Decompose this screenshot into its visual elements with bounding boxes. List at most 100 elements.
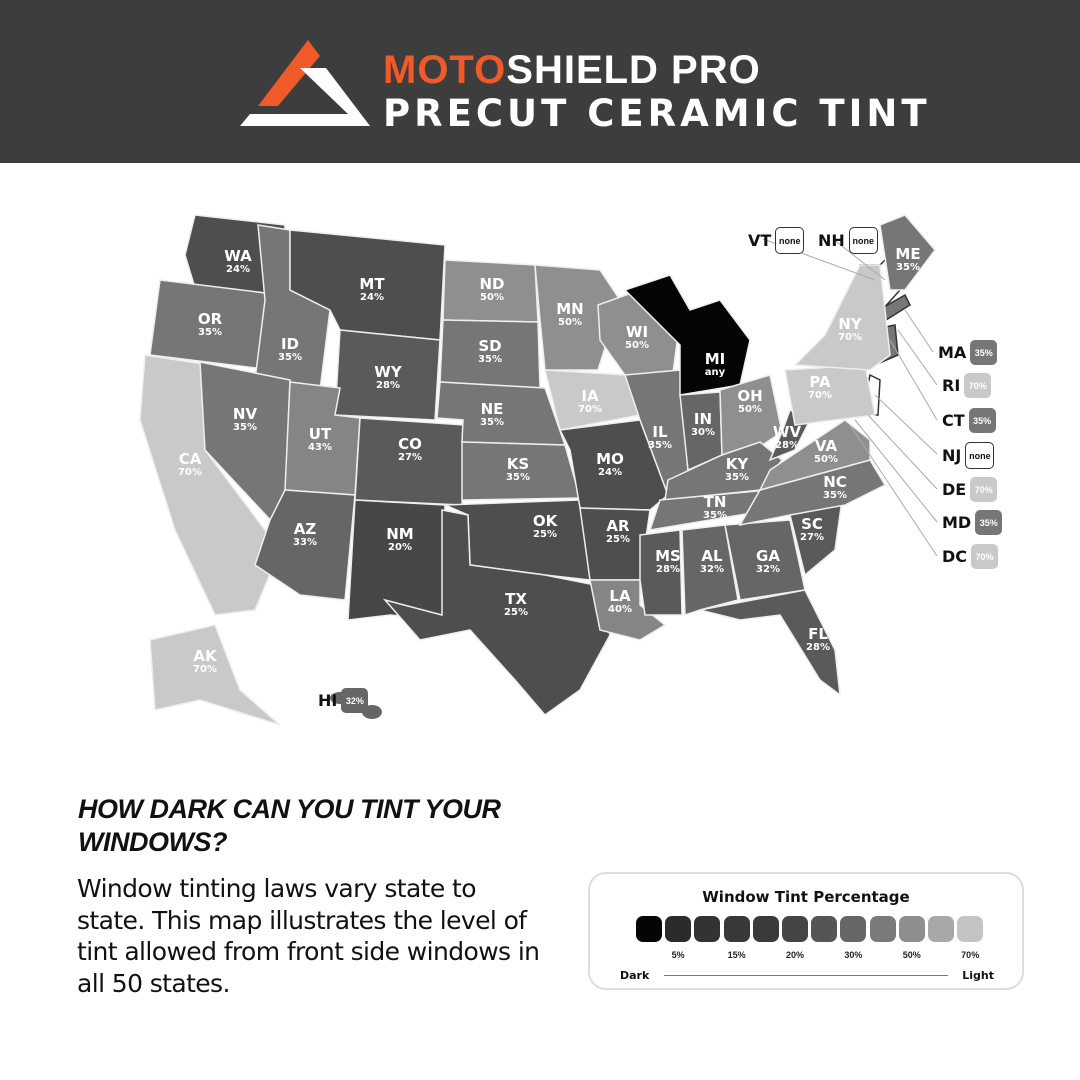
state-abbr: NM — [386, 524, 414, 543]
state-value: 32% — [756, 563, 780, 575]
state-value: 24% — [598, 466, 622, 478]
info-heading: HOW DARK CAN YOU TINT YOUR WINDOWS? — [78, 794, 501, 857]
state-abbr: NV — [232, 404, 258, 423]
state-label-mn: MN 50% — [556, 301, 583, 328]
legend-swatch — [782, 916, 808, 942]
state-abbr: MS — [655, 546, 681, 565]
state-abbr: OK — [532, 511, 558, 530]
state-value: 25% — [504, 606, 528, 618]
tagline: PRECUT CERAMIC TINT — [383, 92, 931, 135]
state-value: 27% — [398, 451, 422, 463]
state-value: 35% — [823, 489, 847, 501]
state-abbr: ID — [280, 334, 300, 353]
callout-nh: NH none — [818, 227, 878, 254]
callout-hi: HI 32% — [318, 688, 369, 713]
state-abbr: OH — [737, 386, 763, 405]
legend-swatch — [928, 916, 954, 942]
state-value: 20% — [388, 541, 412, 553]
legend-swatch — [636, 916, 662, 942]
state-ak — [149, 624, 281, 726]
state-value: 28% — [376, 379, 400, 391]
state-label-va: VA 50% — [814, 438, 838, 465]
state-value: any — [704, 366, 726, 378]
legend-label: 30% — [844, 950, 863, 960]
legend-title: Window Tint Percentage — [702, 888, 910, 906]
state-abbr: OR — [197, 309, 223, 328]
callout-leader-line — [874, 394, 938, 455]
state-value: 35% — [648, 439, 672, 451]
legend-swatch — [898, 916, 925, 942]
state-label-nv: NV 35% — [232, 404, 258, 433]
state-label-il: IL 35% — [648, 422, 672, 451]
state-label-oh: OH 50% — [737, 386, 763, 415]
callout-value: none — [775, 227, 805, 254]
state-value: 24% — [226, 263, 250, 275]
callout-abbr: CT — [942, 411, 965, 430]
state-label-sc: SC 27% — [800, 516, 824, 543]
state-value: 25% — [533, 528, 557, 540]
state-tx — [382, 509, 611, 717]
state-label-nd: ND 50% — [479, 274, 505, 303]
legend-swatch — [869, 916, 896, 942]
state-abbr: WI — [625, 322, 649, 341]
state-label-ne: NE 35% — [480, 401, 504, 428]
state-abbr: CA — [178, 449, 202, 468]
state-value: 43% — [308, 441, 332, 453]
legend-label: 70% — [961, 950, 980, 960]
callout-ri: RI 70% — [942, 373, 992, 398]
state-al — [681, 524, 739, 617]
state-label-wy: WY 28% — [374, 364, 401, 391]
callout-md: MD 35% — [942, 510, 1003, 535]
state-label-me: ME 35% — [895, 246, 920, 273]
state-value: 35% — [703, 509, 727, 521]
state-value: 70% — [178, 466, 202, 478]
state-va — [758, 419, 871, 492]
state-value: 24% — [360, 291, 384, 303]
state-value: 70% — [578, 403, 602, 415]
callout-abbr: NJ — [942, 446, 962, 465]
state-value: 35% — [233, 421, 257, 433]
legend-label: 5% — [671, 950, 685, 960]
callout-value: 35% — [970, 340, 998, 365]
callout-leader-line — [897, 329, 938, 386]
state-abbr: FL — [808, 624, 828, 643]
callout-leader-line — [904, 309, 934, 353]
state-abbr: ND — [479, 274, 505, 293]
state-label-ky: KY 35% — [725, 456, 749, 483]
us-tint-map: WA 24% OR 35% CA 70% ID 35% NV 35% MT 24% WY 28% UT 43%… — [0, 170, 1080, 740]
state-value: 35% — [896, 261, 920, 273]
state-label-ar: AR 25% — [606, 518, 630, 545]
state-label-pa: PA 70% — [808, 374, 832, 401]
state-mi — [623, 274, 751, 396]
state-abbr: KS — [506, 454, 530, 473]
state-label-mo: MO 24% — [596, 451, 624, 478]
state-abbr: MT — [359, 274, 385, 293]
callout-abbr: HI — [318, 691, 338, 710]
callout-leader-line — [849, 424, 938, 557]
state-value: 35% — [506, 471, 530, 483]
legend-swatch — [723, 916, 750, 942]
callout-de: DE 70% — [942, 477, 998, 502]
state-abbr: IN — [693, 409, 713, 428]
state-ny — [793, 264, 891, 371]
state-value: 35% — [278, 351, 302, 363]
callout-value: none — [848, 227, 878, 254]
map-shapes — [139, 214, 938, 726]
state-label-fl: FL 28% — [806, 624, 830, 653]
state-abbr: CO — [398, 434, 422, 453]
callout-value: 35% — [975, 510, 1003, 535]
state-value: 50% — [625, 339, 649, 351]
state-value: 28% — [775, 439, 799, 451]
state-value: 28% — [656, 563, 680, 575]
state-label-al: AL 32% — [700, 548, 724, 575]
state-abbr: IL — [652, 422, 668, 441]
state-label-in: IN 30% — [691, 409, 715, 438]
legend-swatch — [665, 916, 692, 942]
legend-swatch — [840, 916, 867, 942]
callout-abbr: MD — [942, 513, 972, 532]
callout-leader-line — [867, 414, 938, 490]
state-abbr: AZ — [293, 519, 317, 538]
state-abbr: MI — [704, 349, 726, 368]
state-label-sd: SD 35% — [478, 338, 502, 365]
callout-value: 32% — [341, 688, 369, 713]
